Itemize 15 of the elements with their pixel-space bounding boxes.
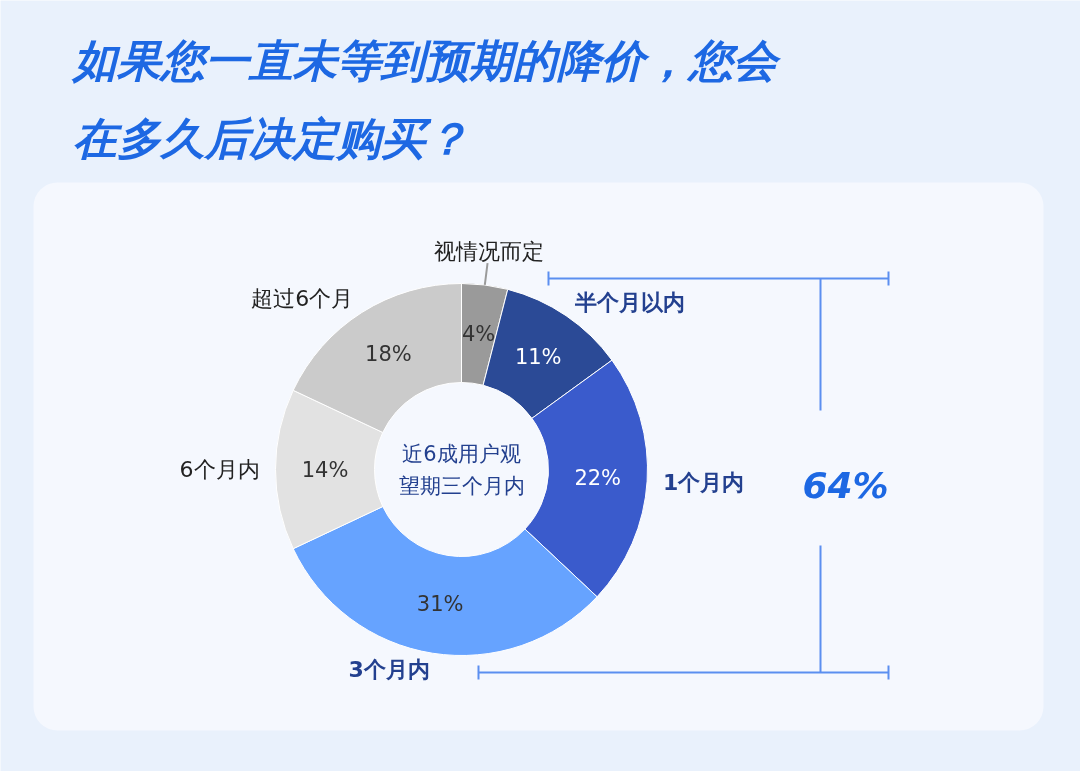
slice-label: 3个月内 — [348, 656, 430, 682]
data-label: 14% — [301, 457, 349, 482]
data-label: 18% — [365, 342, 412, 367]
slice-label: 6个月内 — [179, 457, 260, 482]
data-label: 31% — [416, 592, 464, 617]
slice-label: 半个月以内 — [574, 289, 686, 315]
text: 64% — [802, 465, 889, 506]
data-label: 11% — [514, 344, 562, 369]
slice-label: 超过6个月 — [251, 286, 354, 312]
data-label: 22% — [574, 466, 622, 491]
chart-title: 如果您一直未等到预期的降价，您会在多久后决定购买？ — [70, 35, 782, 164]
slice-label: 视情况而定 — [434, 238, 545, 264]
data-label: 4% — [461, 322, 496, 347]
text: 近6成用户观望期三个月内 — [398, 441, 525, 498]
slice-label: 1个月内 — [663, 469, 745, 495]
